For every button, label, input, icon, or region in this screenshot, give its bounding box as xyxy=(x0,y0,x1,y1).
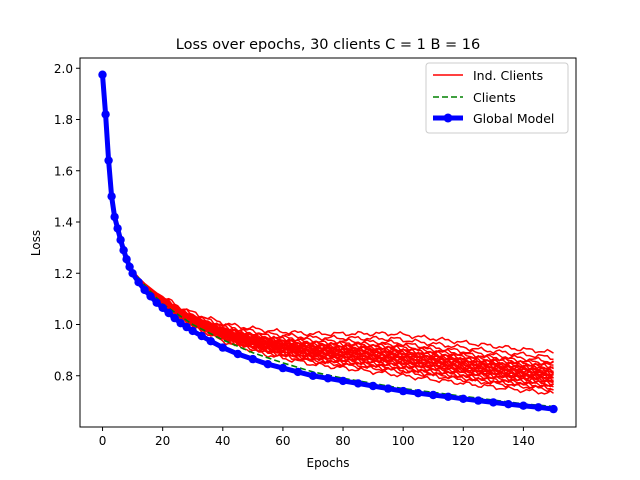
x-tick-label: 100 xyxy=(392,434,415,448)
global-model-point xyxy=(414,389,423,398)
global-model-point xyxy=(164,308,173,318)
x-axis-title: Epochs xyxy=(307,456,350,470)
x-tick-label: 20 xyxy=(155,434,170,448)
global-model-point xyxy=(152,298,161,307)
y-tick-label: 1.4 xyxy=(54,216,73,230)
global-model-point xyxy=(444,392,453,401)
x-tick-label: 60 xyxy=(275,434,290,448)
global-model-point xyxy=(248,354,257,364)
x-tick-label: 0 xyxy=(99,434,107,448)
global-model-point xyxy=(338,376,348,386)
global-model-point xyxy=(128,269,137,278)
legend-ind-clients-label: Ind. Clients xyxy=(473,68,543,83)
y-tick-label: 1.2 xyxy=(54,267,73,281)
global-model-point xyxy=(489,398,498,407)
global-model-point xyxy=(218,343,227,352)
global-model-series-line xyxy=(100,74,554,412)
y-axis-title: Loss xyxy=(29,230,43,256)
global-model-point xyxy=(110,212,119,222)
global-model-point xyxy=(368,381,378,391)
global-model-point xyxy=(101,110,110,119)
global-model-point xyxy=(233,349,242,359)
global-model-point xyxy=(134,278,143,287)
y-tick-label: 1.8 xyxy=(54,113,73,127)
global-model-point xyxy=(549,404,558,414)
global-model-point xyxy=(182,322,191,332)
legend: Ind. Clients Clients Global Model xyxy=(425,62,569,134)
x-tick-label: 40 xyxy=(215,434,230,448)
global-model-point xyxy=(104,156,113,165)
global-model-point xyxy=(278,363,288,373)
global-model-point xyxy=(125,262,134,271)
global-model-point xyxy=(170,313,179,323)
global-model-point xyxy=(107,192,116,201)
plot-border xyxy=(79,57,577,428)
global-model-point xyxy=(98,70,107,79)
global-model-point xyxy=(146,292,155,301)
legend-global-model-marker xyxy=(443,113,453,123)
global-model-point xyxy=(323,374,333,383)
global-model-line xyxy=(98,70,558,414)
global-model-point xyxy=(206,337,215,346)
y-tick-label: 2.0 xyxy=(54,62,73,76)
global-model-point xyxy=(158,303,167,312)
x-axis: 0 20 40 60 80 100 120 140 xyxy=(99,427,535,448)
global-model-point xyxy=(197,331,206,341)
ind-clients-lines xyxy=(101,74,555,395)
global-model-point xyxy=(119,246,128,255)
y-tick-label: 1.6 xyxy=(54,164,73,178)
global-model-point xyxy=(519,401,528,410)
global-model-point xyxy=(459,394,468,403)
global-model-point xyxy=(122,255,131,264)
global-model-point xyxy=(188,326,197,336)
chart-title: Loss over epochs, 30 clients C = 1 B = 1… xyxy=(176,37,480,53)
global-model-point xyxy=(176,319,185,328)
x-tick-label: 120 xyxy=(452,434,475,448)
x-tick-label: 140 xyxy=(512,434,535,448)
global-model-point xyxy=(140,285,149,295)
global-model-point xyxy=(308,371,318,380)
global-model-point xyxy=(534,403,543,412)
global-model-point xyxy=(263,360,273,369)
global-model-point xyxy=(429,390,438,400)
global-model-point xyxy=(399,386,408,396)
global-model-point xyxy=(113,224,122,233)
y-tick-label: 1.0 xyxy=(54,318,73,332)
y-axis: 0.8 1.0 1.2 1.4 1.6 1.8 2.0 xyxy=(54,62,80,383)
global-model-point xyxy=(293,367,303,377)
global-model-point xyxy=(383,384,393,393)
global-model-point xyxy=(474,396,483,405)
x-tick-label: 80 xyxy=(335,434,350,448)
global-model-point xyxy=(353,379,363,388)
legend-clients-label: Clients xyxy=(473,90,516,105)
global-model-point xyxy=(504,400,513,409)
legend-global-model-label: Global Model xyxy=(473,111,554,126)
ind-client-line xyxy=(101,74,554,365)
global-model-point xyxy=(116,235,125,245)
y-tick-label: 0.8 xyxy=(54,369,73,383)
